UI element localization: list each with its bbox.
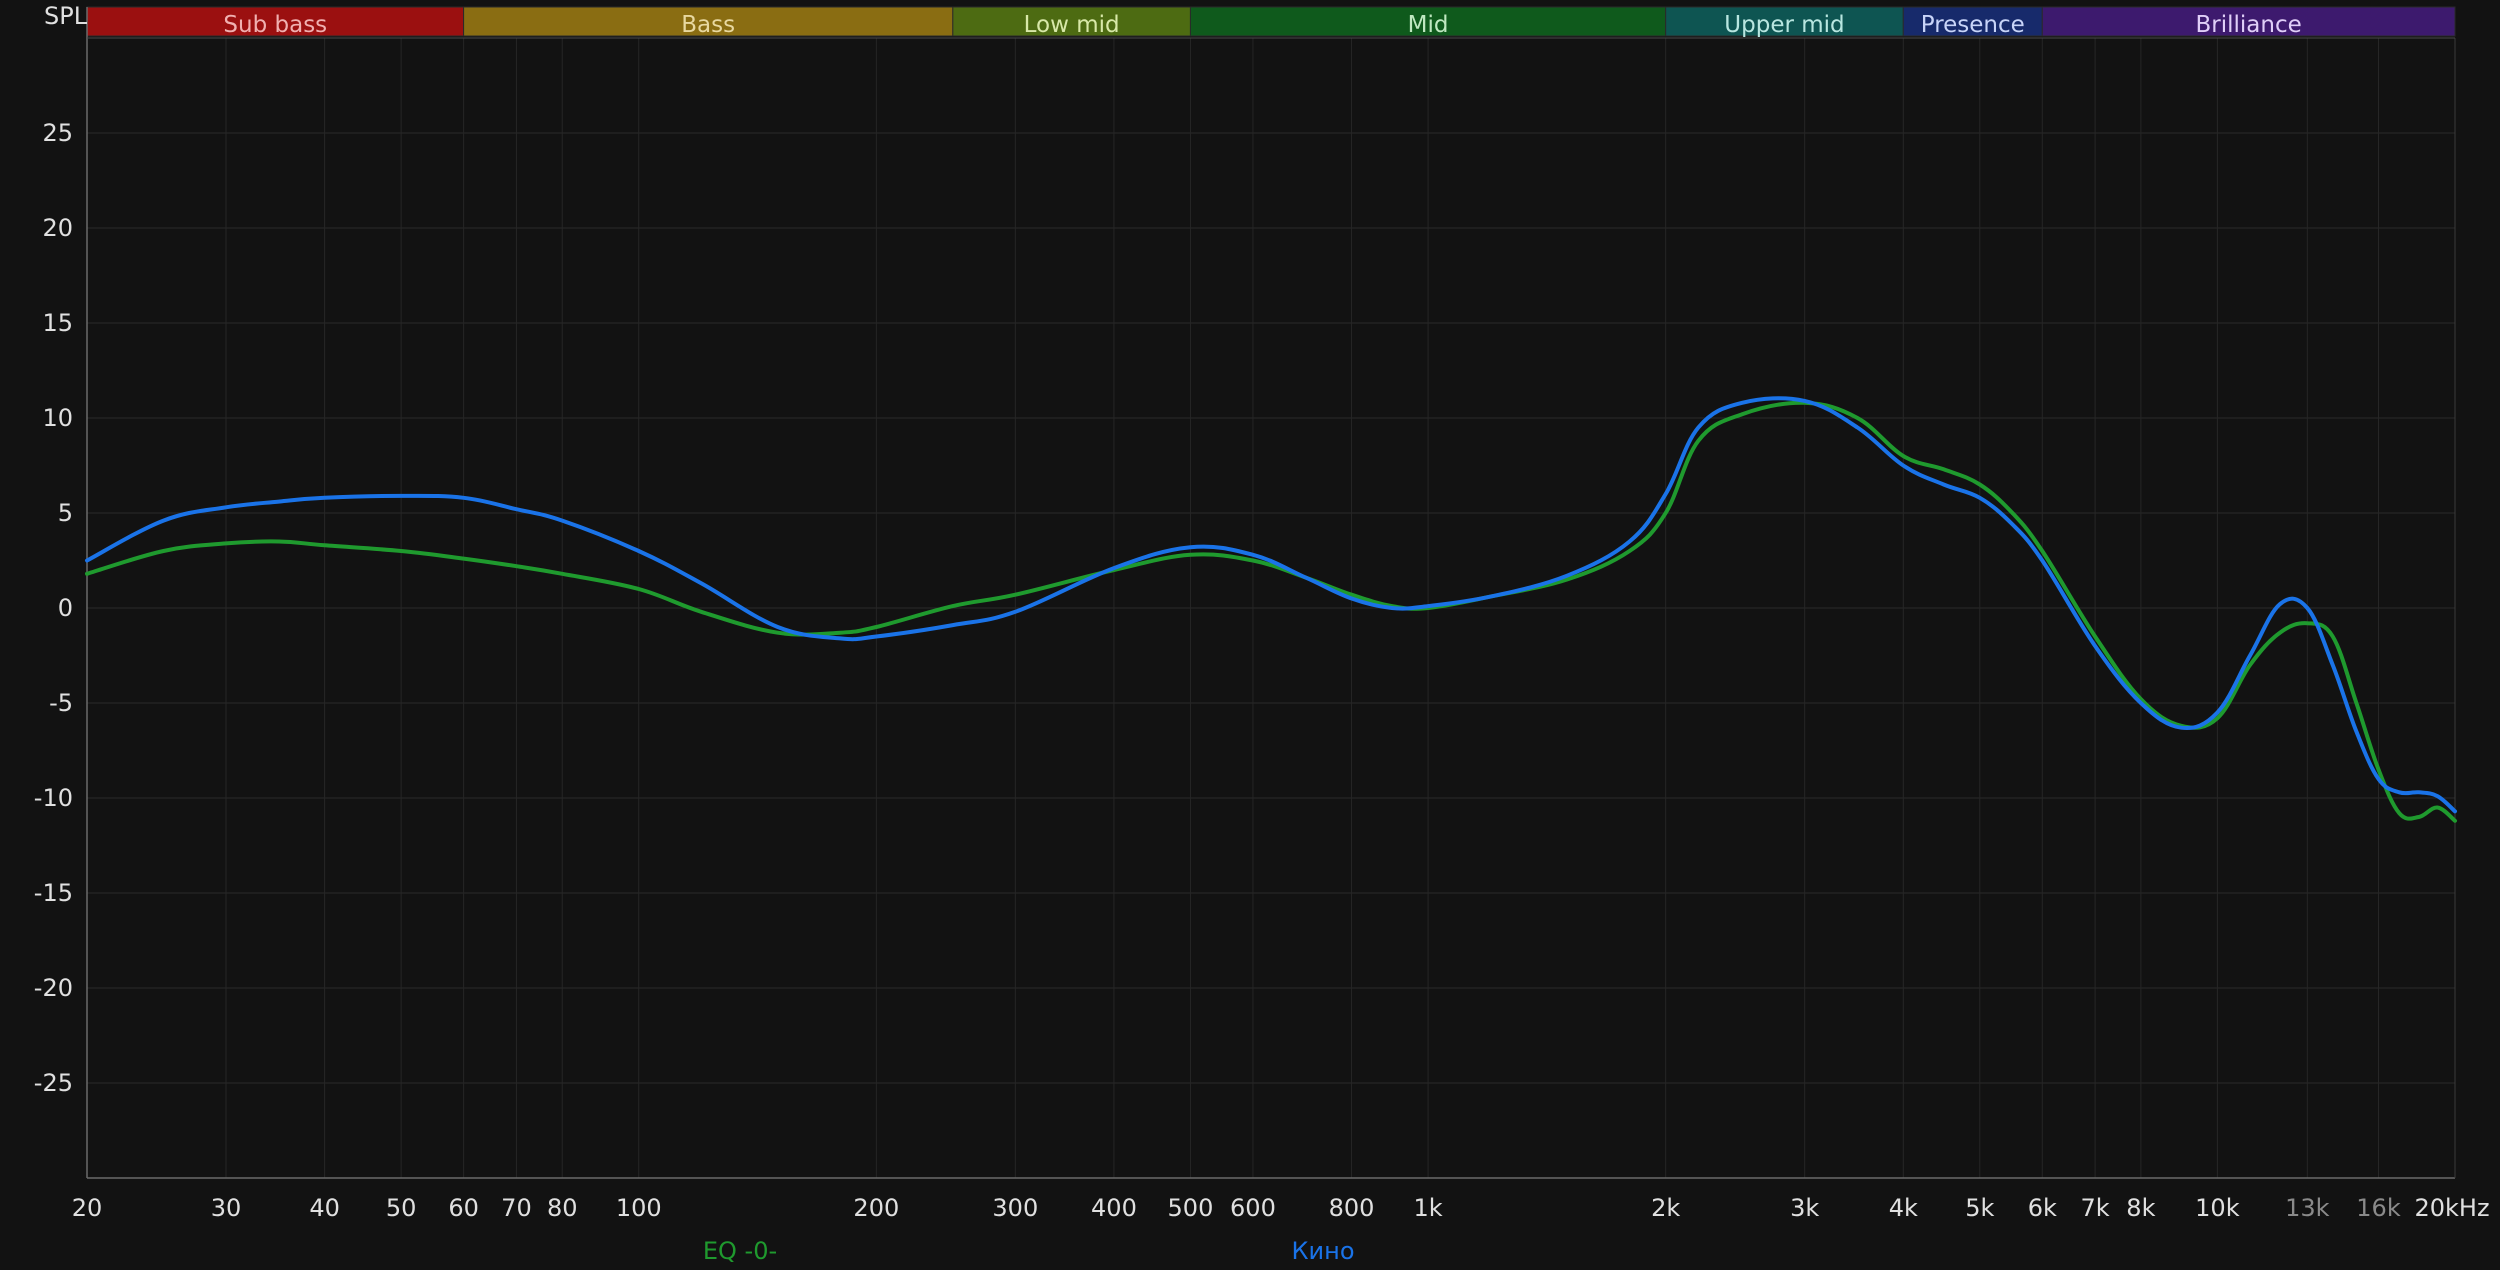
x-tick-label: 2k xyxy=(1651,1194,1680,1222)
x-tick-label: 1k xyxy=(1413,1194,1442,1222)
band-label-upper-mid: Upper mid xyxy=(1724,12,1844,38)
band-sub-bass xyxy=(86,6,465,37)
x-tick-label: 4k xyxy=(1889,1194,1918,1222)
series-line-0[interactable] xyxy=(85,400,2457,823)
x-tick-label: 5k xyxy=(1965,1194,1994,1222)
axes xyxy=(86,7,2456,1179)
band-label-low-mid: Low mid xyxy=(1024,12,1120,38)
x-tick-label: 100 xyxy=(616,1194,662,1222)
y-tick-label: 25 xyxy=(42,119,73,147)
x-tick-label: 8k xyxy=(2126,1194,2155,1222)
x-tick-label: 600 xyxy=(1230,1194,1276,1222)
x-tick-label: 60 xyxy=(448,1194,479,1222)
y-tick-label: 0 xyxy=(58,594,73,622)
band-label-sub-bass: Sub bass xyxy=(223,12,327,38)
grid-lines xyxy=(86,38,2456,1178)
x-tick-label: 16k xyxy=(2356,1194,2401,1222)
band-presence xyxy=(1902,6,2043,37)
band-upper-mid xyxy=(1665,6,1904,37)
y-tick-label: -15 xyxy=(34,879,73,907)
x-tick-label: 7k xyxy=(2081,1194,2110,1222)
x-tick-label: 200 xyxy=(853,1194,899,1222)
x-tick-label: 400 xyxy=(1091,1194,1137,1222)
legend[interactable]: EQ -0- Кино xyxy=(703,1237,1355,1265)
x-tick-label: 70 xyxy=(501,1194,532,1222)
y-axis-label: SPL xyxy=(44,2,88,30)
y-tick-labels: 25 20 15 10 5 0 -5 -10 -15 -20 -25 xyxy=(34,119,73,1097)
x-tick-label: 13k xyxy=(2285,1194,2330,1222)
y-tick-label: 5 xyxy=(58,499,73,527)
x-tick-label: 3k xyxy=(1790,1194,1819,1222)
y-tick-label: -10 xyxy=(34,784,73,812)
x-tick-label: 800 xyxy=(1329,1194,1375,1222)
band-brilliance xyxy=(2041,6,2456,37)
x-tick-label: 20 xyxy=(72,1194,103,1222)
x-tick-labels: 20 30 40 50 60 70 80 100 200 300 400 500 600 800 1k 2k 3… xyxy=(72,1194,2490,1222)
legend-item-0[interactable]: EQ -0- xyxy=(703,1237,777,1265)
y-tick-label: 15 xyxy=(42,309,73,337)
series-line-1[interactable] xyxy=(85,396,2457,814)
legend-item-1[interactable]: Кино xyxy=(1291,1237,1354,1265)
x-tick-label: 30 xyxy=(211,1194,242,1222)
x-tick-label: 20kHz xyxy=(2414,1194,2489,1222)
band-label-brilliance: Brilliance xyxy=(2196,12,2302,38)
x-tick-label: 300 xyxy=(992,1194,1038,1222)
band-label-bass: Bass xyxy=(681,12,735,38)
y-tick-label: -5 xyxy=(49,689,73,717)
band-bass xyxy=(463,6,954,37)
band-label-mid: Mid xyxy=(1408,12,1449,38)
x-tick-label: 50 xyxy=(386,1194,417,1222)
y-tick-label: -20 xyxy=(34,974,73,1002)
x-tick-label: 500 xyxy=(1168,1194,1214,1222)
x-tick-label: 6k xyxy=(2028,1194,2057,1222)
x-tick-label: 80 xyxy=(547,1194,578,1222)
y-tick-label: 20 xyxy=(42,214,73,242)
x-tick-label: 40 xyxy=(309,1194,340,1222)
band-low-mid xyxy=(952,6,1191,37)
y-tick-label: 10 xyxy=(42,404,73,432)
band-label-presence: Presence xyxy=(1921,12,2025,38)
series-lines[interactable] xyxy=(85,396,2457,823)
x-tick-label: 10k xyxy=(2195,1194,2240,1222)
frequency-bands: Sub bass Bass Low mid Mid Upper mid Presence B… xyxy=(86,6,2456,38)
y-tick-label: -25 xyxy=(34,1069,73,1097)
